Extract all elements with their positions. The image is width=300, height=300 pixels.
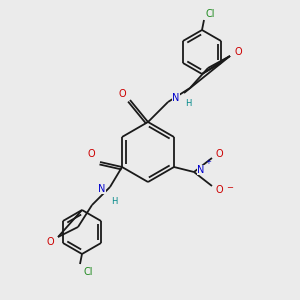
Text: O: O [234,47,242,57]
Text: Cl: Cl [205,9,215,19]
Text: −: − [226,184,233,193]
Text: O: O [215,149,223,159]
Text: N: N [98,184,106,194]
Text: O: O [118,89,126,99]
Text: O: O [46,237,54,247]
Text: O: O [87,149,95,159]
Text: O: O [215,185,223,195]
Text: H: H [185,100,191,109]
Text: Cl: Cl [83,267,93,277]
Text: N: N [172,93,180,103]
Text: +: + [205,159,211,165]
Text: N: N [197,165,205,175]
Text: H: H [111,196,117,206]
